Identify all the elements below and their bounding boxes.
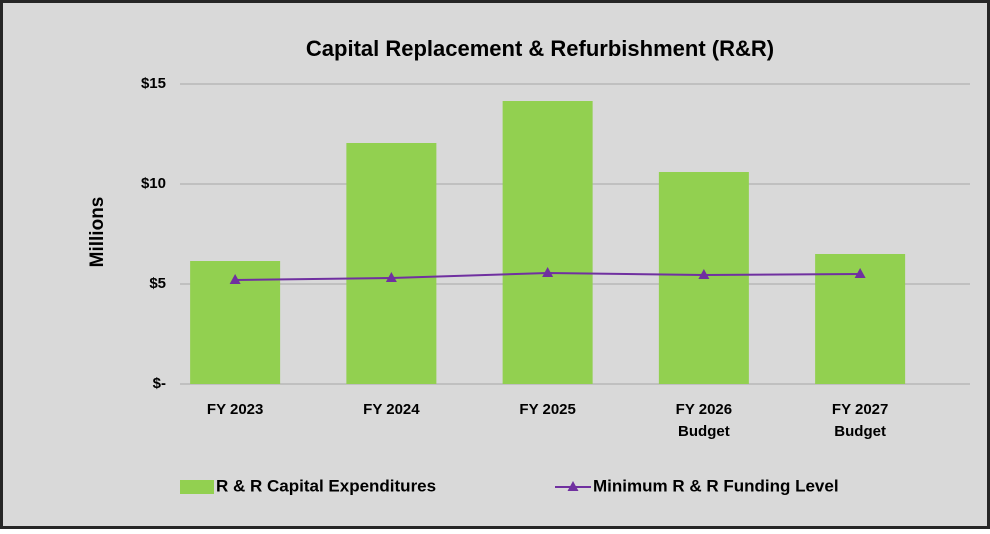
line-marker	[854, 268, 866, 278]
y-axis-label: Millions	[87, 197, 108, 268]
y-tick-label: $15	[141, 75, 166, 92]
x-tick-label: FY 2024	[363, 401, 420, 418]
legend-marker	[567, 481, 579, 491]
x-tick-label: FY 2023	[207, 401, 263, 418]
y-tick-label: $5	[149, 275, 166, 292]
legend-label: R & R Capital Expenditures	[216, 476, 436, 495]
chart-title: Capital Replacement & Refurbishment (R&R…	[306, 36, 774, 61]
legend-label: Minimum R & R Funding Level	[593, 476, 839, 495]
line-marker	[698, 269, 710, 279]
line-marker	[542, 267, 554, 277]
y-tick-label: $10	[141, 175, 166, 192]
x-tick-label: FY 2026 Budget	[676, 401, 732, 440]
bar	[346, 143, 437, 384]
x-tick-label: FY 2025	[519, 401, 575, 418]
bar	[502, 101, 593, 384]
y-tick-label: $-	[153, 375, 166, 392]
line-marker	[229, 274, 241, 284]
legend-swatch	[180, 480, 214, 494]
x-tick-label: FY 2027 Budget	[832, 401, 888, 440]
line-marker	[385, 272, 397, 282]
